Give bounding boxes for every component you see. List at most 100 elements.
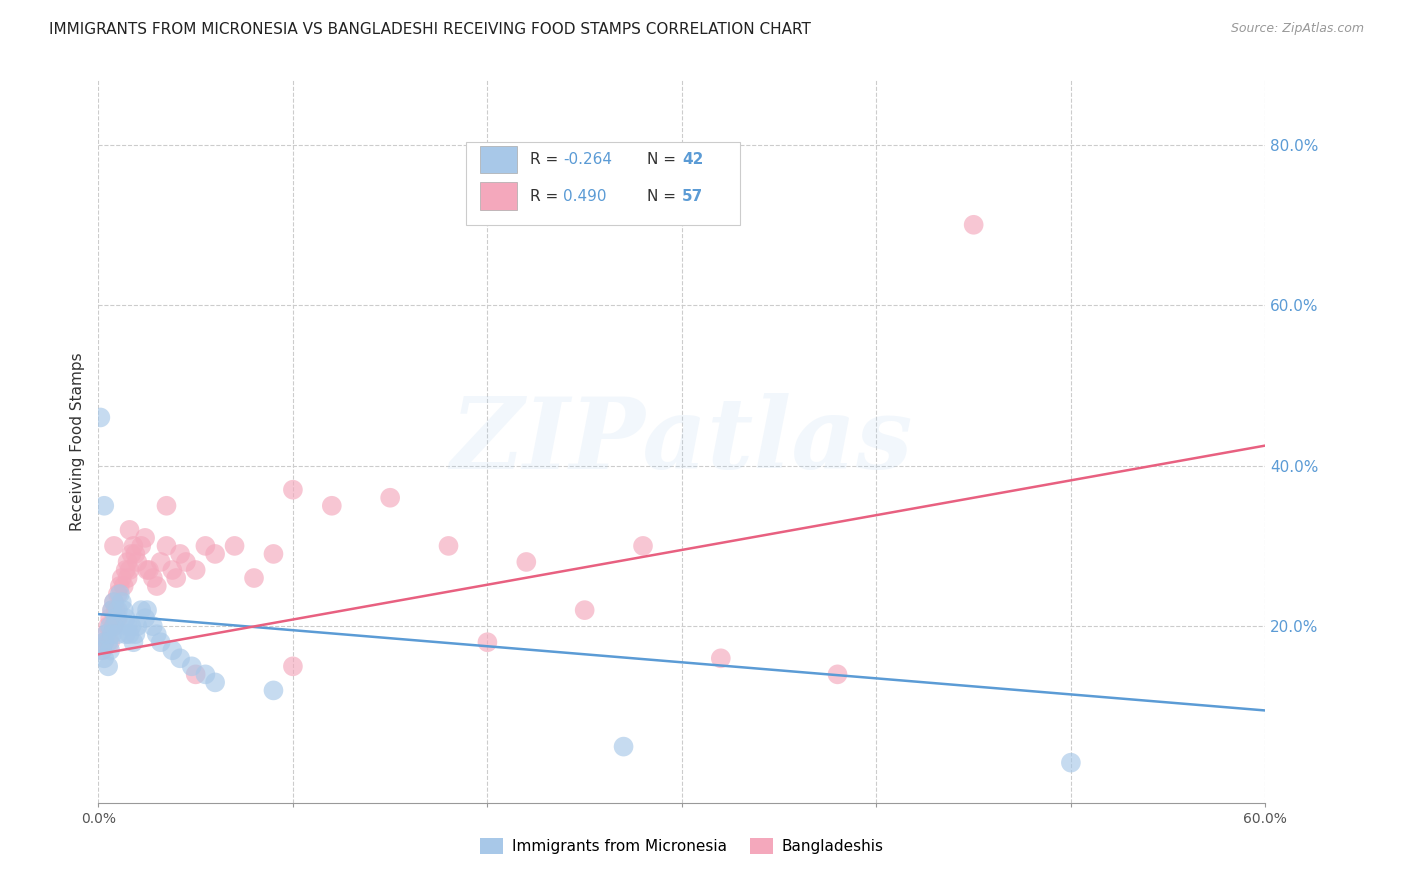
Point: [103, 619, 125, 633]
Point: [184, 667, 207, 681]
Point: [136, 603, 159, 617]
Point: [107, 587, 129, 601]
Point: [96, 627, 118, 641]
Point: [121, 547, 143, 561]
Point: [97, 659, 120, 673]
Point: [89, 410, 111, 425]
Point: [98, 635, 121, 649]
Point: [146, 627, 169, 641]
Point: [107, 627, 129, 641]
Point: [112, 603, 135, 617]
Point: [962, 218, 984, 232]
Point: [101, 603, 124, 617]
Point: [117, 571, 139, 585]
Point: [114, 627, 136, 641]
Point: [184, 563, 207, 577]
Point: [613, 739, 636, 754]
Text: -0.264: -0.264: [562, 152, 612, 167]
Point: [104, 611, 127, 625]
Point: [108, 587, 131, 601]
Point: [103, 595, 125, 609]
Text: 57: 57: [682, 188, 703, 203]
Point: [118, 523, 141, 537]
Point: [437, 539, 460, 553]
Bar: [479, 145, 517, 173]
Text: N =: N =: [647, 188, 681, 203]
Point: [97, 619, 120, 633]
Point: [243, 571, 266, 585]
Point: [104, 603, 127, 617]
Point: [107, 611, 129, 625]
Point: [127, 619, 149, 633]
Point: [380, 491, 402, 505]
Point: [129, 603, 152, 617]
Text: 0.490: 0.490: [562, 188, 606, 203]
Text: R =: R =: [530, 188, 568, 203]
Point: [97, 635, 120, 649]
Point: [121, 619, 143, 633]
Text: N =: N =: [647, 152, 681, 167]
Point: [262, 547, 284, 561]
Point: [111, 571, 134, 585]
Point: [103, 595, 125, 609]
Y-axis label: Receiving Food Stamps: Receiving Food Stamps: [69, 352, 84, 531]
Point: [1060, 756, 1083, 770]
Point: [103, 539, 125, 553]
Text: R =: R =: [530, 152, 564, 167]
Point: [112, 579, 135, 593]
Point: [101, 603, 124, 617]
Point: [134, 611, 156, 625]
Point: [827, 667, 849, 681]
Point: [122, 539, 145, 553]
Point: [103, 619, 125, 633]
Point: [194, 539, 217, 553]
Point: [142, 571, 165, 585]
Legend: Immigrants from Micronesia, Bangladeshis: Immigrants from Micronesia, Bangladeshis: [474, 832, 890, 860]
Point: [169, 547, 191, 561]
Point: [107, 603, 129, 617]
Text: Source: ZipAtlas.com: Source: ZipAtlas.com: [1230, 22, 1364, 36]
Point: [118, 563, 141, 577]
Point: [111, 595, 134, 609]
Text: 42: 42: [682, 152, 703, 167]
FancyBboxPatch shape: [465, 142, 741, 225]
Point: [122, 635, 145, 649]
Point: [91, 643, 114, 657]
Point: [281, 483, 304, 497]
Point: [155, 499, 177, 513]
Point: [124, 627, 146, 641]
Text: IMMIGRANTS FROM MICRONESIA VS BANGLADESHI RECEIVING FOOD STAMPS CORRELATION CHAR: IMMIGRANTS FROM MICRONESIA VS BANGLADESH…: [49, 22, 811, 37]
Point: [165, 571, 187, 585]
Point: [204, 675, 226, 690]
Point: [114, 611, 136, 625]
Point: [477, 635, 499, 649]
Bar: [479, 182, 517, 210]
Point: [169, 651, 191, 665]
Point: [710, 651, 733, 665]
Point: [281, 659, 304, 673]
Point: [98, 619, 121, 633]
Point: [108, 579, 131, 593]
Point: [93, 651, 115, 665]
Point: [515, 555, 537, 569]
Point: [101, 627, 124, 641]
Point: [129, 539, 152, 553]
Point: [174, 555, 197, 569]
Point: [149, 555, 172, 569]
Point: [127, 555, 149, 569]
Point: [155, 539, 177, 553]
Point: [96, 627, 118, 641]
Point: [631, 539, 654, 553]
Text: ZIPatlas: ZIPatlas: [451, 393, 912, 490]
Point: [146, 579, 169, 593]
Point: [124, 547, 146, 561]
Point: [117, 619, 139, 633]
Point: [224, 539, 246, 553]
Point: [204, 547, 226, 561]
Point: [98, 643, 121, 657]
Point: [91, 643, 114, 657]
Point: [93, 499, 115, 513]
Point: [138, 563, 160, 577]
Point: [142, 619, 165, 633]
Point: [117, 555, 139, 569]
